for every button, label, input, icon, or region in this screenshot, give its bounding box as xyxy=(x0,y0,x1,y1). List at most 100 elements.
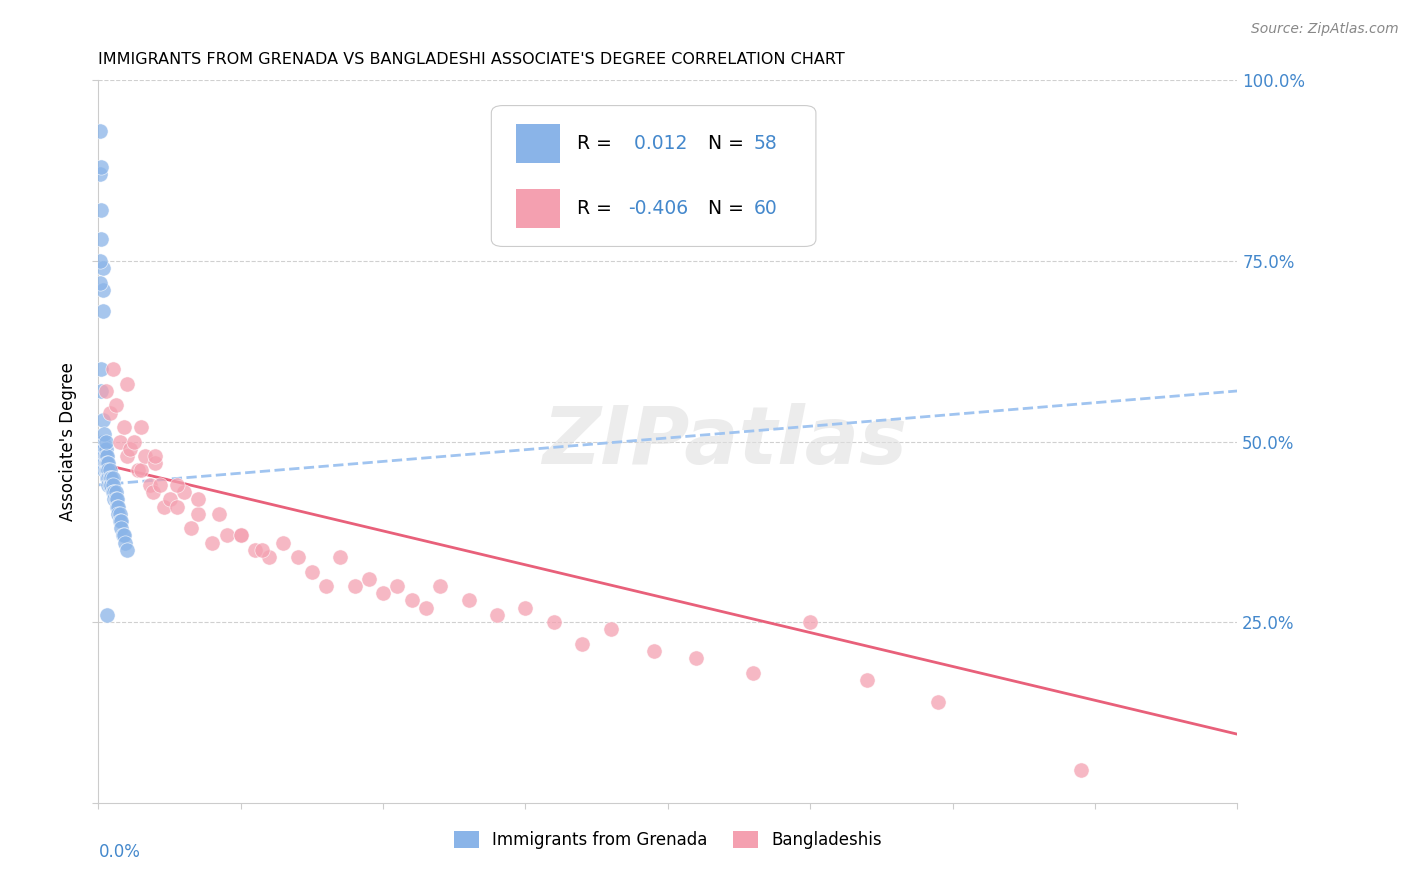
Point xyxy=(89,253,111,268)
Text: 60: 60 xyxy=(754,199,778,218)
Point xyxy=(173,485,195,500)
Point xyxy=(90,384,112,398)
Point xyxy=(101,485,124,500)
Point xyxy=(107,507,129,521)
Point xyxy=(104,492,127,507)
Point xyxy=(166,478,188,492)
Point xyxy=(94,442,117,456)
Text: Source: ZipAtlas.com: Source: ZipAtlas.com xyxy=(1251,22,1399,37)
Point xyxy=(93,463,115,477)
Point xyxy=(1070,764,1092,778)
Point xyxy=(180,521,202,535)
Point xyxy=(387,579,409,593)
Point xyxy=(93,456,115,470)
Point xyxy=(329,550,352,565)
Point xyxy=(93,442,115,456)
Point xyxy=(112,528,135,542)
Point xyxy=(301,565,323,579)
Point xyxy=(94,456,117,470)
Point xyxy=(543,615,565,630)
Point xyxy=(91,283,114,297)
Point xyxy=(357,572,380,586)
Point xyxy=(108,514,131,528)
Point xyxy=(215,528,238,542)
Point xyxy=(129,420,152,434)
Legend: Immigrants from Grenada, Bangladeshis: Immigrants from Grenada, Bangladeshis xyxy=(447,824,889,856)
Point xyxy=(101,470,124,484)
Point xyxy=(101,362,124,376)
Point xyxy=(93,442,115,456)
Point xyxy=(97,456,120,470)
Point xyxy=(115,542,138,557)
Point xyxy=(90,232,112,246)
Point xyxy=(111,528,134,542)
Point xyxy=(401,593,423,607)
Point xyxy=(96,607,118,622)
Bar xyxy=(516,188,560,228)
Text: ZIPatlas: ZIPatlas xyxy=(543,402,907,481)
Point xyxy=(250,542,273,557)
Y-axis label: Associate's Degree: Associate's Degree xyxy=(59,362,77,521)
Point xyxy=(229,528,252,542)
Text: N =: N = xyxy=(696,134,751,153)
Point xyxy=(273,535,295,549)
Point xyxy=(89,276,111,290)
Point xyxy=(114,535,136,549)
Point xyxy=(112,420,135,434)
Point xyxy=(98,463,121,477)
Point xyxy=(103,485,125,500)
Point xyxy=(643,644,665,658)
Point xyxy=(107,500,129,514)
Point xyxy=(145,456,167,470)
Point xyxy=(259,550,281,565)
Point xyxy=(105,500,128,514)
Point xyxy=(94,384,117,398)
Point xyxy=(94,463,117,477)
Point xyxy=(129,463,152,477)
Point xyxy=(799,615,821,630)
Point xyxy=(91,304,114,318)
Point xyxy=(229,528,252,542)
Point xyxy=(100,470,122,484)
Point xyxy=(89,167,111,181)
Point xyxy=(108,434,131,449)
FancyBboxPatch shape xyxy=(491,105,815,246)
Point xyxy=(94,449,117,463)
Point xyxy=(600,623,623,637)
Bar xyxy=(516,124,560,163)
Point xyxy=(90,160,112,174)
Point xyxy=(96,470,118,484)
Point xyxy=(166,500,188,514)
Point xyxy=(108,507,131,521)
Point xyxy=(571,637,593,651)
Point xyxy=(138,478,160,492)
Point xyxy=(315,579,337,593)
Point xyxy=(415,600,437,615)
Text: 0.012: 0.012 xyxy=(628,134,688,153)
Point xyxy=(104,398,127,412)
Point xyxy=(187,492,209,507)
Point xyxy=(373,586,395,600)
Point xyxy=(208,507,231,521)
Point xyxy=(110,514,132,528)
Point xyxy=(515,600,537,615)
Point xyxy=(105,492,128,507)
Point xyxy=(429,579,451,593)
Point xyxy=(103,492,125,507)
Point xyxy=(90,362,112,376)
Point xyxy=(97,463,120,477)
Point xyxy=(343,579,366,593)
Point xyxy=(201,535,224,549)
Text: R =: R = xyxy=(576,199,617,218)
Point xyxy=(91,413,114,427)
Text: R =: R = xyxy=(576,134,617,153)
Point xyxy=(115,449,138,463)
Point xyxy=(287,550,309,565)
Point xyxy=(685,651,707,665)
Point xyxy=(91,434,114,449)
Text: IMMIGRANTS FROM GRENADA VS BANGLADESHI ASSOCIATE'S DEGREE CORRELATION CHART: IMMIGRANTS FROM GRENADA VS BANGLADESHI A… xyxy=(98,52,845,67)
Point xyxy=(141,485,163,500)
Point xyxy=(134,449,156,463)
Point xyxy=(98,478,121,492)
Text: N =: N = xyxy=(696,199,751,218)
